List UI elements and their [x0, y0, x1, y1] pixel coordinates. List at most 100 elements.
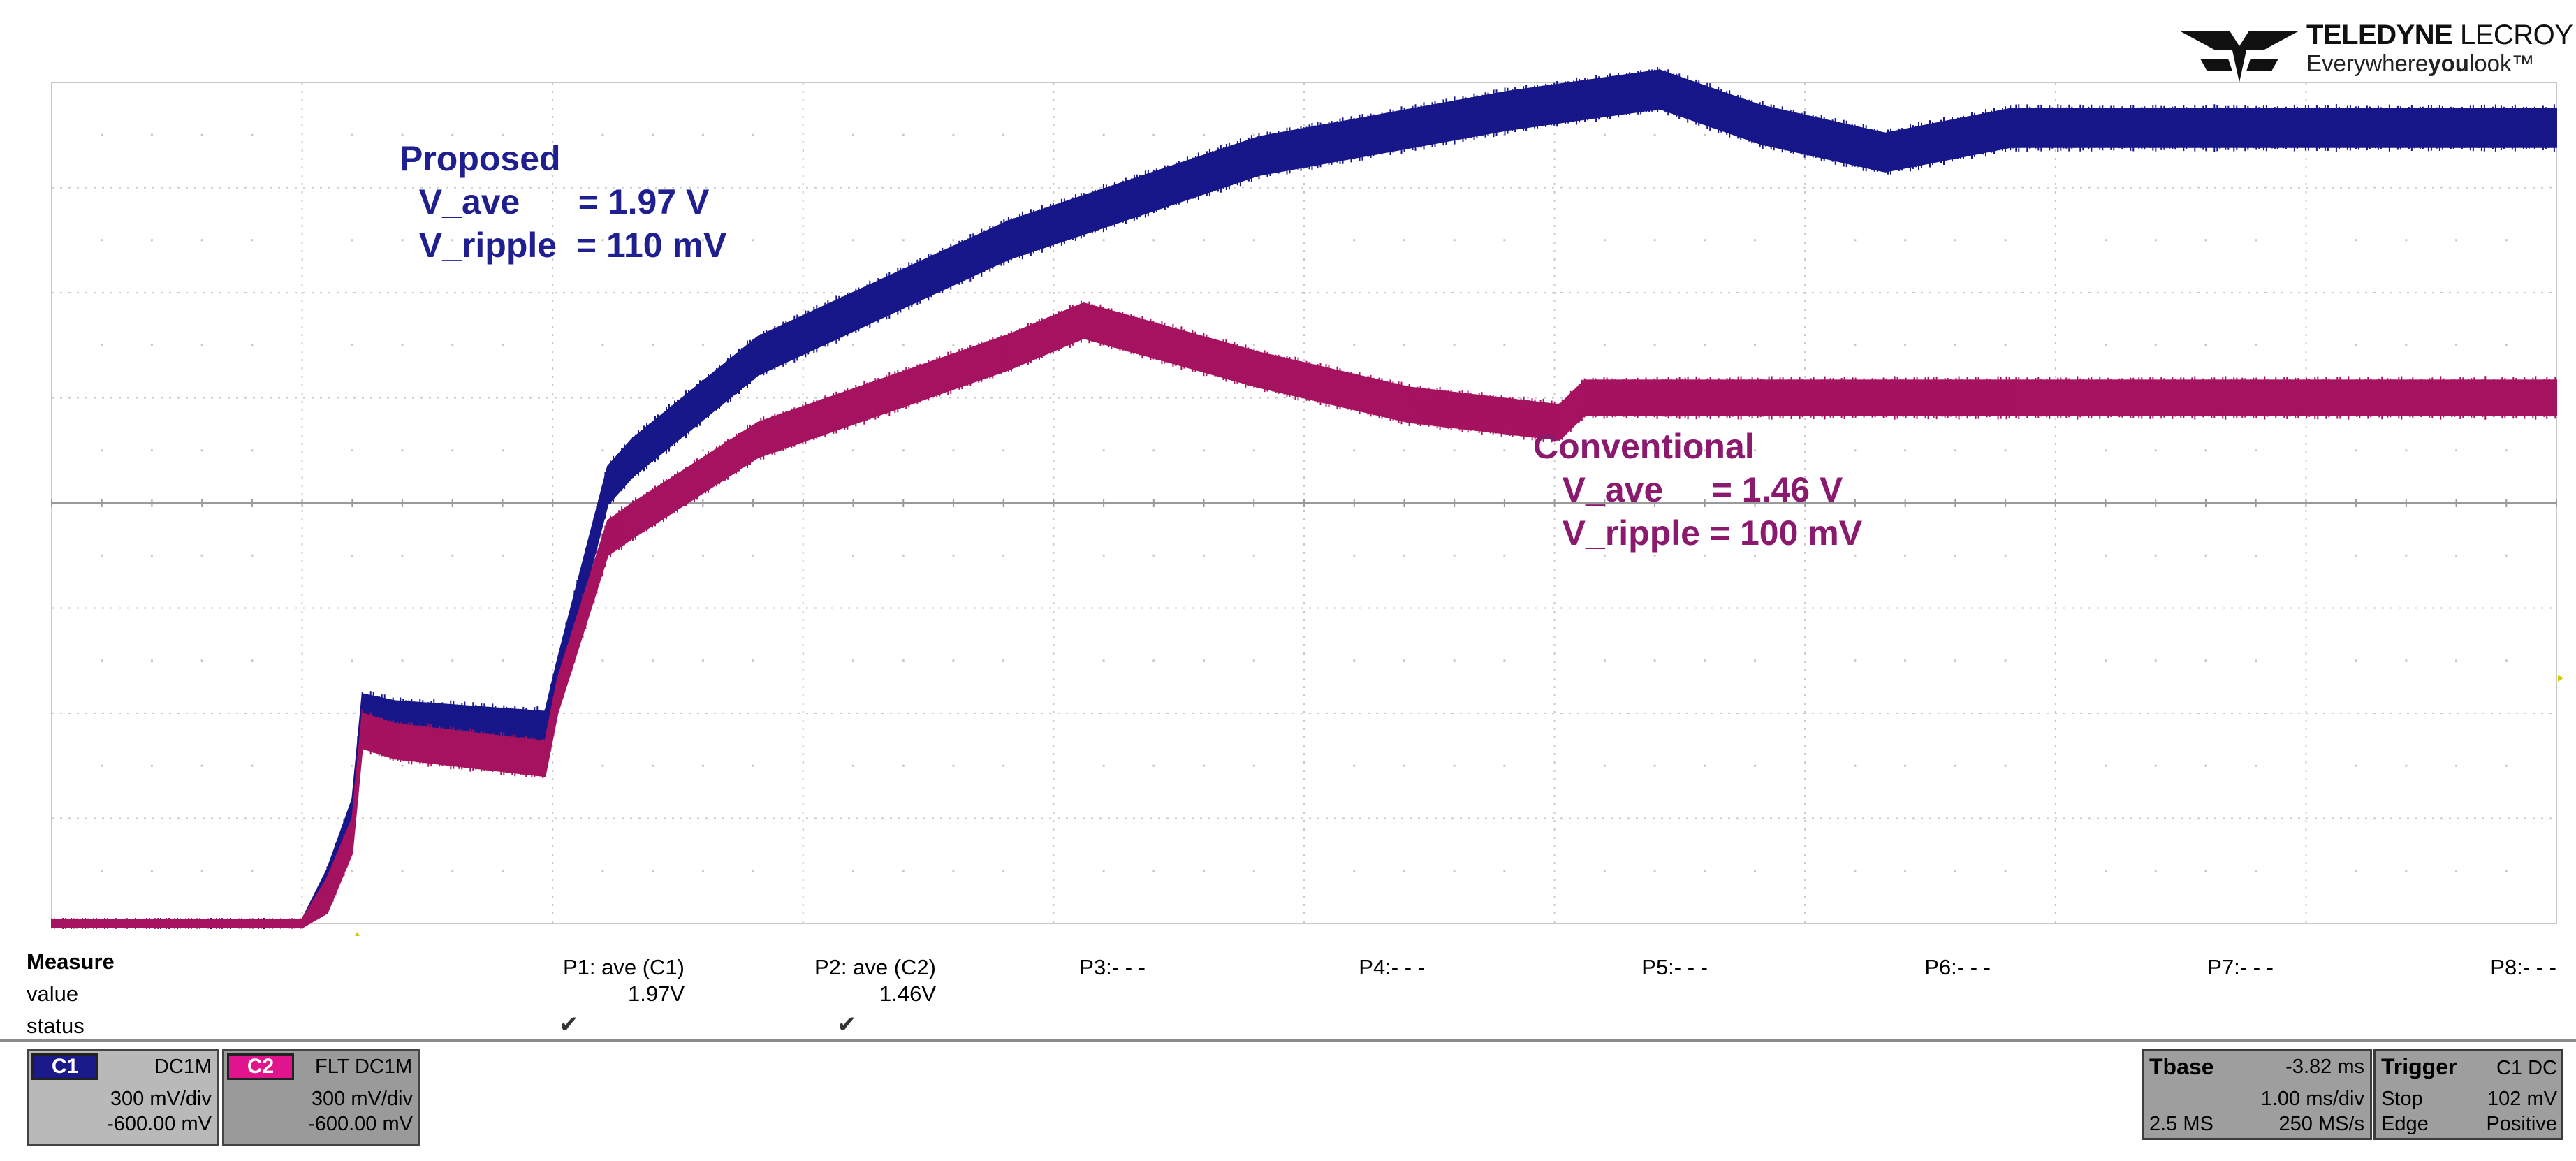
- grid-dot: [1854, 870, 1857, 872]
- grid-dot: [251, 344, 254, 346]
- channel-c1-tag[interactable]: C1: [31, 1053, 98, 1080]
- trigger-source: C1 DC: [2496, 1057, 2557, 1079]
- grid-dot: [1353, 870, 1356, 872]
- param-p5-label[interactable]: P5:- - -: [1641, 955, 1708, 979]
- grid-dot: [1453, 449, 1456, 452]
- grid-dot: [2455, 344, 2458, 346]
- grid-dot: [251, 764, 254, 767]
- timebase-descriptor[interactable]: Tbase -3.82 ms 1.00 ms/div 2.5 MS 250 MS…: [2142, 1049, 2372, 1140]
- grid-dot: [2154, 764, 2157, 767]
- annotation-proposed-vave: V_ave = 1.97 V: [400, 182, 710, 221]
- grid-dot: [501, 449, 504, 452]
- timebase-label: Tbase: [2149, 1054, 2214, 1079]
- grid-dot: [451, 659, 454, 662]
- param-p3-label[interactable]: P3:- - -: [1079, 955, 1146, 979]
- grid-dot: [601, 764, 604, 767]
- grid-dot: [1704, 133, 1706, 136]
- grid-dot: [2455, 870, 2458, 872]
- grid-dot: [1453, 764, 1456, 767]
- grid-dot: [2204, 344, 2207, 346]
- param-p7-label[interactable]: P7:- - -: [2207, 955, 2274, 979]
- trigger-descriptor[interactable]: Trigger C1 DC Stop 102 mV Edge Positive: [2373, 1049, 2563, 1140]
- grid-dot: [652, 764, 654, 767]
- grid-dot: [451, 449, 454, 452]
- grid-dot: [1704, 344, 1706, 346]
- grid-dot: [2204, 870, 2207, 872]
- grid-dot: [601, 344, 604, 346]
- annotation-conventional-title: Conventional: [1533, 427, 1755, 466]
- grid-dot: [2405, 344, 2408, 346]
- param-p6-label[interactable]: P6:- - -: [1924, 955, 1991, 979]
- grid-dot: [652, 659, 654, 662]
- grid-dot: [401, 133, 404, 136]
- trigger-mode: Stop: [2381, 1088, 2423, 1110]
- grid-dot: [451, 133, 454, 136]
- grid-dot: [1854, 239, 1857, 242]
- grid-dot: [1904, 659, 1907, 662]
- grid-dot: [1704, 449, 1706, 452]
- trigger-slope: Positive: [2486, 1113, 2557, 1135]
- grid-dot: [1002, 554, 1005, 557]
- grid-dot: [150, 449, 153, 452]
- grid-dot: [1353, 554, 1356, 557]
- param-p4-label[interactable]: P4:- - -: [1359, 955, 1425, 979]
- grid-dot: [351, 764, 353, 767]
- grid-dot: [2505, 554, 2508, 557]
- channel-c2-tag[interactable]: C2: [227, 1053, 294, 1080]
- grid-dot: [1203, 659, 1206, 662]
- param-p8-label[interactable]: P8:- - -: [2490, 955, 2556, 979]
- timebase-delay: -3.82 ms: [2285, 1056, 2364, 1078]
- grid-dot: [1704, 554, 1706, 557]
- measure-row-status-label: status: [27, 1014, 85, 1038]
- param-p2-label[interactable]: P2: ave (C2): [814, 955, 936, 979]
- grid-dot: [2105, 239, 2107, 242]
- measure-table[interactable]: Measure value status P1: ave (C1) 1.97V …: [0, 947, 2576, 1041]
- grid-dot: [1403, 764, 1405, 767]
- grid-dot: [2004, 870, 2007, 872]
- grid-dot: [1353, 659, 1356, 662]
- trigger-label: Trigger: [2381, 1054, 2457, 1079]
- grid-dot: [1102, 133, 1105, 136]
- measure-row-value-label: value: [27, 981, 79, 1006]
- grid-dot: [2405, 659, 2408, 662]
- grid-dot: [701, 554, 704, 557]
- grid-dot: [902, 764, 905, 767]
- grid-dot: [2355, 659, 2357, 662]
- channel-c2-flags: FLT DC1M: [315, 1056, 412, 1079]
- grid-dot: [1403, 344, 1405, 346]
- grid-dot: [652, 870, 654, 872]
- grid-dot: [2455, 764, 2458, 767]
- channel-c2-descriptor[interactable]: C2 FLT DC1M 300 mV/div -600.00 mV: [222, 1049, 420, 1146]
- grid-dot: [351, 133, 353, 136]
- grid-dot: [2004, 554, 2007, 557]
- grid-dot: [1152, 133, 1155, 136]
- grid-dot: [2355, 239, 2357, 242]
- grid-dot: [200, 449, 203, 452]
- grid-dot: [2154, 870, 2157, 872]
- grid-dot: [1854, 659, 1857, 662]
- measure-header[interactable]: Measure: [27, 949, 115, 974]
- param-p1-value: 1.97V: [627, 981, 685, 1006]
- grid-dot: [501, 133, 504, 136]
- grid-dot: [601, 239, 604, 242]
- grid-dot: [2255, 870, 2257, 872]
- grid-dot: [1503, 449, 1506, 452]
- grid-dot: [1503, 239, 1506, 242]
- grid-dot: [2455, 239, 2458, 242]
- grid-dot: [1603, 659, 1606, 662]
- grid-dot: [701, 870, 704, 872]
- grid-dot: [1753, 870, 1756, 872]
- grid-dot: [2455, 554, 2458, 557]
- grid-dot: [1603, 344, 1606, 346]
- timebase-rate: 250 MS/s: [2278, 1113, 2365, 1135]
- grid-dot: [401, 764, 404, 767]
- param-p1-label[interactable]: P1: ave (C1): [562, 955, 685, 979]
- grid-dot: [1753, 239, 1756, 242]
- grid-dot: [1954, 449, 1956, 452]
- grid-dot: [251, 870, 254, 872]
- grid-dot: [501, 870, 504, 872]
- grid-dot: [1503, 133, 1506, 136]
- grid-dot: [852, 554, 855, 557]
- grid-dot: [1403, 870, 1405, 872]
- channel-c1-descriptor[interactable]: C1 DC1M 300 mV/div -600.00 mV: [27, 1049, 219, 1146]
